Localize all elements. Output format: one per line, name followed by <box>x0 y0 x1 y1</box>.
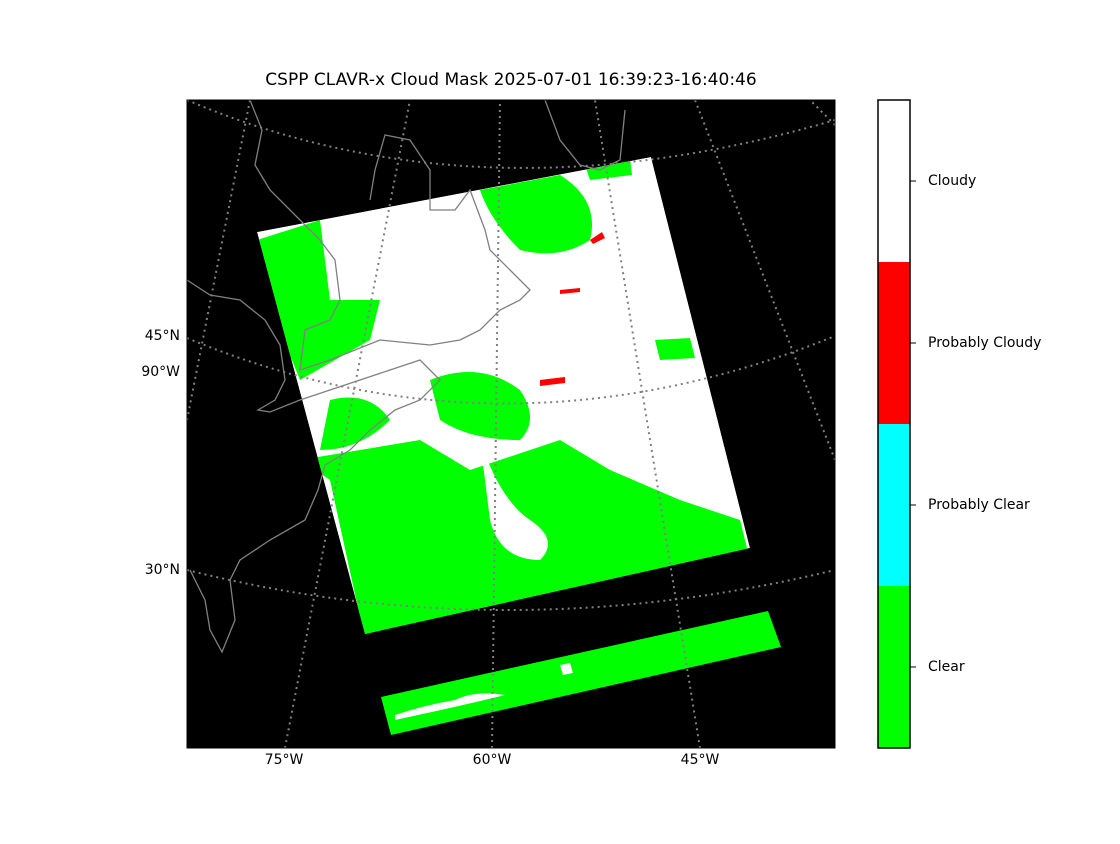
colorbar-label: Probably Clear <box>928 497 1030 513</box>
colorbar-frame <box>877 99 911 749</box>
colorbar-segment <box>878 262 910 424</box>
lat-label: 45°N <box>145 328 180 344</box>
main-swath <box>257 157 750 634</box>
map-frame <box>186 99 836 749</box>
colorbar-label: Probably Cloudy <box>928 335 1041 351</box>
lon-label: 45°W <box>681 752 720 768</box>
lon-label: 90°W <box>141 364 180 380</box>
lon-label: 60°W <box>473 752 512 768</box>
colorbar-segment <box>878 424 910 586</box>
colorbar: Clear Probably Clear Probably Cloudy Cloudy <box>877 99 1041 749</box>
lon-label: 75°W <box>265 752 304 768</box>
lat-label: 30°N <box>145 562 180 578</box>
lower-swath <box>381 611 781 735</box>
colorbar-segment <box>878 586 910 748</box>
colorbar-label: Cloudy <box>928 173 976 189</box>
coastlines <box>187 100 626 654</box>
graticule <box>187 100 835 748</box>
colorbar-label: Clear <box>928 659 965 675</box>
title: CSPP CLAVR-x Cloud Mask 2025-07-01 16:39… <box>265 70 756 90</box>
colorbar-segment <box>878 100 910 262</box>
map <box>187 100 835 748</box>
